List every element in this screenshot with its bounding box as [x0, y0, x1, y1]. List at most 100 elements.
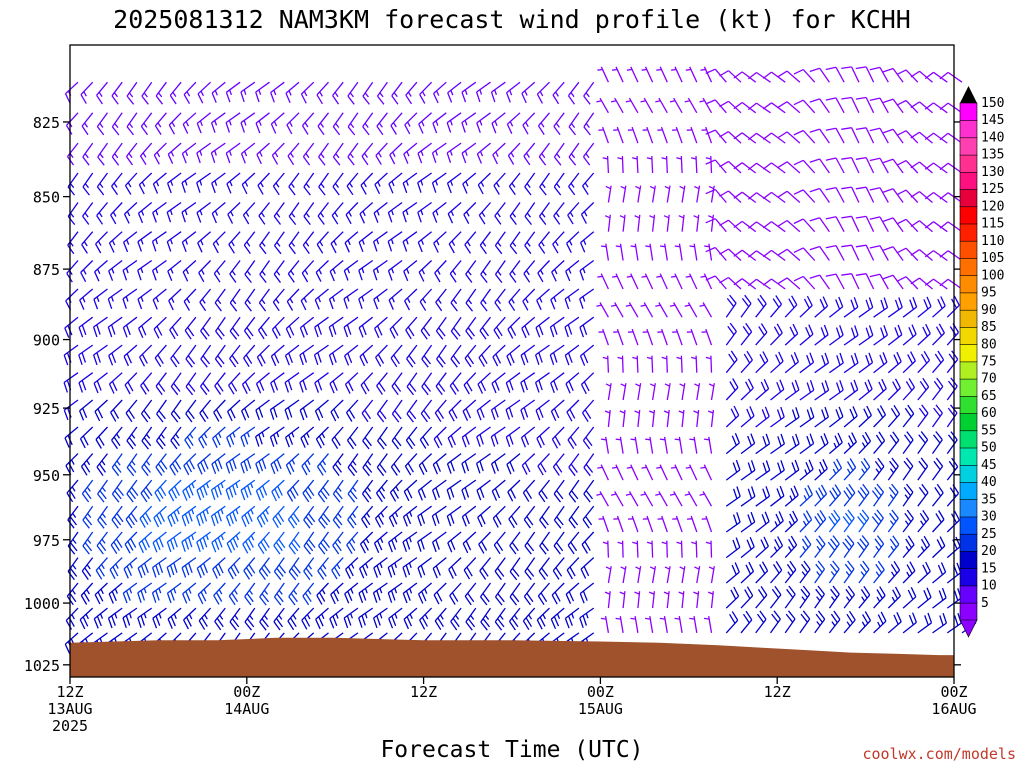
y-tick-label: 975 [33, 532, 60, 550]
wind-barb [374, 316, 388, 339]
wind-barb [199, 399, 212, 423]
wind-barb [873, 611, 887, 634]
colorbar-label: 10 [981, 579, 997, 594]
wind-barb [630, 243, 639, 261]
wind-barb [663, 591, 670, 609]
wind-barb [755, 379, 770, 401]
wind-barb [198, 426, 212, 449]
wind-barb [152, 172, 167, 194]
wind-barb [490, 399, 506, 421]
wind-barb [656, 464, 668, 481]
wind-barb [841, 127, 860, 144]
wind-barb [924, 221, 948, 233]
wind-barb [375, 142, 388, 165]
wind-barb [550, 372, 565, 394]
wind-barb [579, 582, 595, 604]
wind-barb [227, 399, 241, 422]
wind-barb [896, 189, 919, 203]
wind-barb [93, 288, 108, 310]
wind-barb [64, 316, 79, 338]
wind-barb [613, 515, 624, 533]
wind-barb [565, 372, 580, 394]
wind-barb [770, 351, 784, 374]
y-tick-label: 850 [33, 189, 60, 207]
wind-barb [181, 531, 197, 552]
wind-barb [347, 112, 359, 136]
wind-barb [627, 126, 639, 144]
wind-barb [347, 505, 359, 529]
wind-barb [613, 328, 624, 346]
wind-barb [825, 273, 845, 290]
wind-barb [640, 97, 654, 114]
wind-barb [620, 185, 627, 203]
wind-barb [229, 607, 241, 631]
wind-barb [372, 582, 388, 603]
wind-barb [932, 536, 946, 559]
wind-barb [419, 81, 433, 104]
wind-barb [582, 172, 595, 196]
colorbar-label: 135 [981, 148, 1004, 163]
wind-barb [725, 459, 741, 481]
colorbar-swatch [959, 464, 978, 483]
wind-barb [521, 316, 536, 339]
wind-barb [814, 610, 826, 634]
wind-barb [284, 344, 300, 366]
wind-barb [747, 102, 771, 114]
wind-barb [155, 426, 167, 450]
wind-barb [610, 302, 624, 318]
wind-barb [434, 399, 447, 423]
wind-barb [522, 288, 536, 311]
wind-barb [480, 288, 492, 312]
wind-barb [82, 505, 94, 529]
wind-barb [346, 172, 359, 196]
wind-barb [140, 112, 153, 136]
wind-barb [740, 378, 754, 401]
wind-barb [755, 433, 771, 455]
wind-barb [255, 372, 270, 394]
wind-barb [332, 81, 344, 105]
wind-barb [170, 399, 182, 423]
wind-barb [302, 231, 315, 254]
wind-barb [799, 352, 815, 374]
wind-barb [740, 561, 755, 584]
wind-barb [141, 426, 153, 450]
wind-barb [784, 407, 800, 428]
credit-text: coolwx.com/models [862, 745, 1016, 763]
wind-barb [376, 81, 388, 105]
x-tick-label: 13AUG [47, 700, 92, 718]
wind-barb [582, 142, 595, 166]
wind-barb [842, 535, 855, 558]
wind-barb [777, 219, 801, 233]
wind-barb [645, 243, 654, 261]
wind-barb [376, 372, 388, 395]
wind-barb [402, 557, 418, 578]
wind-barb [679, 566, 686, 584]
wind-barb [809, 128, 830, 144]
wind-barb [362, 112, 374, 136]
wind-barb [140, 479, 153, 503]
wind-barb [708, 185, 715, 203]
wind-barb [615, 243, 624, 261]
wind-barb [240, 112, 256, 133]
wind-barb [858, 431, 872, 455]
wind-barb [240, 453, 256, 474]
wind-barb [843, 585, 856, 609]
wind-barb [689, 243, 698, 261]
wind-barb [809, 187, 830, 203]
wind-barb [200, 344, 212, 368]
wind-barb [155, 453, 168, 476]
wind-barb [255, 453, 270, 474]
wind-barb [932, 323, 945, 346]
wind-barb [314, 288, 329, 310]
wind-barb [568, 112, 580, 136]
wind-barb [902, 483, 914, 507]
x-tick-label: 12Z [764, 683, 791, 701]
wind-barb [461, 453, 477, 474]
wind-barb [122, 316, 138, 338]
wind-barb [580, 231, 595, 253]
wind-barb [539, 531, 551, 555]
wind-barb [770, 511, 784, 533]
wind-barb [417, 231, 433, 253]
wind-barb [869, 273, 889, 290]
wind-barb [492, 505, 506, 528]
